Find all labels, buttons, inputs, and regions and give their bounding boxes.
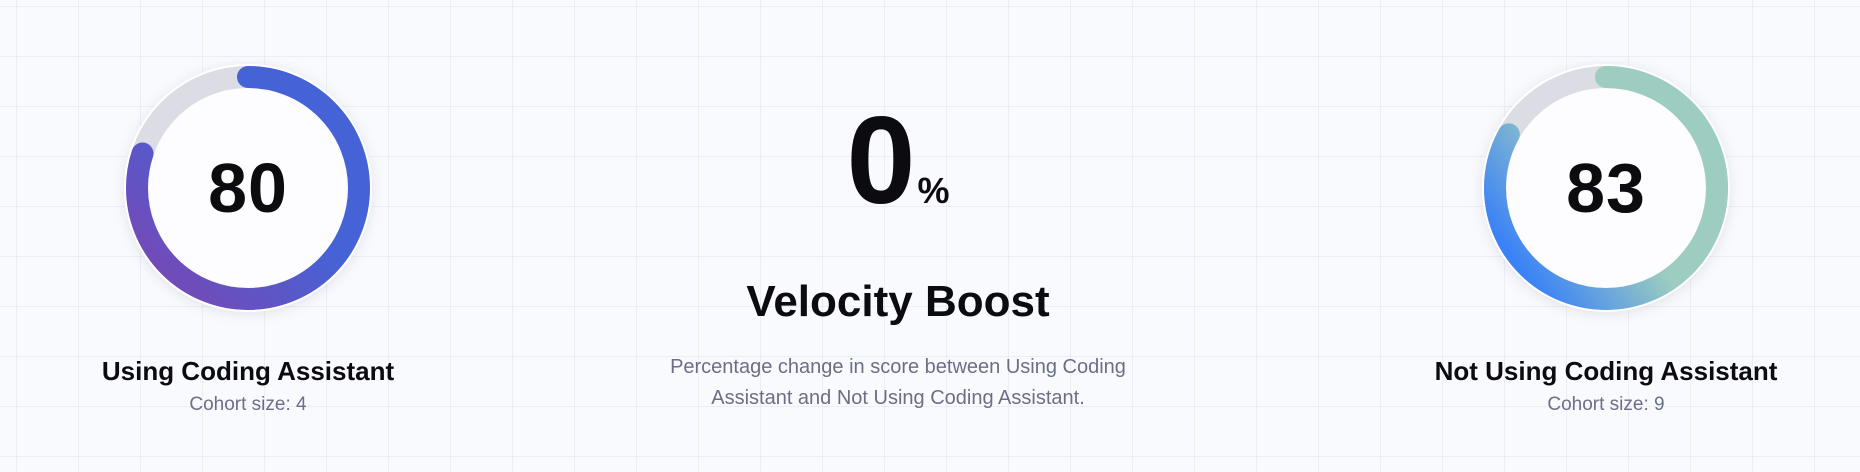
score-value: 83 xyxy=(1566,149,1646,227)
cohort-size: Cohort size: 9 xyxy=(1547,394,1665,415)
cohort-size: Cohort size: 4 xyxy=(189,394,307,415)
boost-description: Percentage change in score between Using… xyxy=(670,356,1126,409)
gauge-progress-arc xyxy=(126,66,370,310)
cohort-label: Not Using Coding Assistant xyxy=(1434,356,1778,386)
gauge-ring xyxy=(124,64,372,312)
score-value: 80 xyxy=(208,149,288,227)
boost-number: 0 xyxy=(846,92,916,230)
velocity-boost-panel: 0% Velocity Boost Percentage change in s… xyxy=(648,96,1148,414)
gauge-ring xyxy=(1482,64,1730,312)
score-gauge-not-using: 83 xyxy=(1480,62,1732,314)
cohort-label: Using Coding Assistant xyxy=(101,356,395,386)
boost-value: 0% xyxy=(648,96,1148,256)
cohort-using-assistant: 80 Using Coding Assistant Cohort size: 4 xyxy=(38,62,458,417)
score-gauge-using: 80 xyxy=(122,62,374,314)
boost-unit: % xyxy=(917,170,950,211)
boost-title: Velocity Boost xyxy=(746,277,1050,326)
cohort-not-using-assistant: 83 Not Using Coding Assistant Cohort siz… xyxy=(1396,62,1816,417)
gauge-progress-arc xyxy=(1484,66,1728,310)
